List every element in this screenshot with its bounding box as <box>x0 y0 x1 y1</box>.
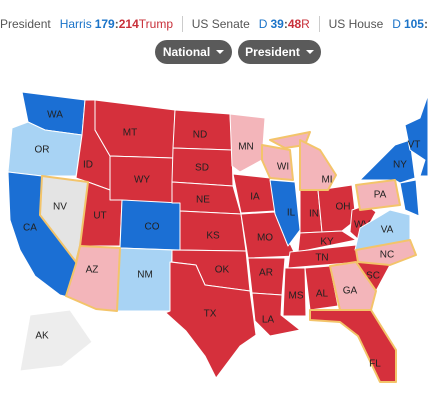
state-label: GA <box>343 286 358 297</box>
state-label: NY <box>393 160 407 171</box>
party: D <box>392 17 401 31</box>
state-label: NM <box>137 270 153 281</box>
state[interactable] <box>329 261 377 311</box>
label: US Senate <box>191 17 250 31</box>
state-label: TX <box>204 309 217 320</box>
caret <box>216 50 225 54</box>
state-label: WY <box>134 175 150 186</box>
state[interactable] <box>355 179 401 211</box>
state-label: OH <box>336 202 351 213</box>
separator: : <box>114 17 119 31</box>
state-label: IA <box>250 192 260 203</box>
state[interactable] <box>309 309 397 383</box>
state[interactable] <box>261 144 294 181</box>
state[interactable] <box>399 179 420 217</box>
state-label: NE <box>196 195 210 206</box>
state-label: MT <box>123 128 137 139</box>
state-label: SC <box>366 271 380 282</box>
state-label: CO <box>145 222 160 233</box>
state-label: TN <box>315 253 328 264</box>
state-label: KY <box>320 237 334 248</box>
state-label: WA <box>47 110 63 121</box>
state-label: AZ <box>86 265 99 276</box>
state-label: FL <box>369 359 381 370</box>
state[interactable] <box>297 230 357 253</box>
button-label: President <box>245 45 300 59</box>
state-label: ID <box>83 160 93 171</box>
state-label: KS <box>206 231 220 242</box>
state[interactable] <box>251 292 301 337</box>
label: US House <box>328 17 384 31</box>
state-label: IL <box>287 208 296 219</box>
state-label: UT <box>93 211 106 222</box>
state[interactable] <box>141 261 257 379</box>
state-label: MN <box>238 142 254 153</box>
state-label: VA <box>381 225 394 236</box>
state[interactable] <box>404 94 428 177</box>
separator: : <box>283 17 288 31</box>
state-label: OK <box>215 265 230 276</box>
count: 179 <box>94 17 115 31</box>
candidate: Trump <box>138 17 173 31</box>
state-label: WV <box>354 220 370 231</box>
state-label: MI <box>321 175 332 186</box>
state-label: PA <box>374 190 387 201</box>
button-label: National <box>162 45 211 59</box>
caret <box>305 50 314 54</box>
state[interactable] <box>304 265 339 311</box>
state[interactable] <box>282 267 307 317</box>
divider <box>318 16 320 32</box>
count: 105 <box>403 17 424 31</box>
state-label: NC <box>380 250 394 261</box>
state-label: MO <box>257 233 273 244</box>
race-dropdown[interactable]: President <box>238 40 321 64</box>
summary-bar: President Harris 179 : 214 Trump US Sena… <box>0 14 428 34</box>
state-label: NV <box>53 202 67 213</box>
state-label: AR <box>259 268 273 279</box>
state-label: LA <box>262 315 275 326</box>
separator: : <box>423 17 428 31</box>
state-label: ND <box>193 130 207 141</box>
state-label: OR <box>35 145 50 156</box>
state-label: CA <box>23 223 37 234</box>
state[interactable] <box>317 184 357 233</box>
state[interactable] <box>269 179 301 247</box>
state[interactable] <box>354 209 411 251</box>
state[interactable] <box>65 245 121 312</box>
state-label: WI <box>277 162 289 173</box>
state-label: IN <box>309 209 319 220</box>
state-label: VT <box>408 140 421 151</box>
state[interactable] <box>355 239 417 266</box>
state-label: MS <box>289 291 304 302</box>
state-label: SD <box>195 163 209 174</box>
scope-dropdown[interactable]: National <box>155 40 232 64</box>
party: R <box>301 17 310 31</box>
state[interactable] <box>19 309 93 372</box>
candidate: Harris <box>59 17 92 31</box>
state[interactable] <box>299 139 337 191</box>
state[interactable] <box>229 113 266 173</box>
state-label: AK <box>35 331 49 342</box>
count: 214 <box>118 17 139 31</box>
state-label: AL <box>316 289 329 300</box>
party: D <box>258 17 268 31</box>
count: 39 <box>270 17 284 31</box>
label: President <box>0 17 51 31</box>
divider <box>182 16 183 32</box>
count: 48 <box>287 17 302 31</box>
